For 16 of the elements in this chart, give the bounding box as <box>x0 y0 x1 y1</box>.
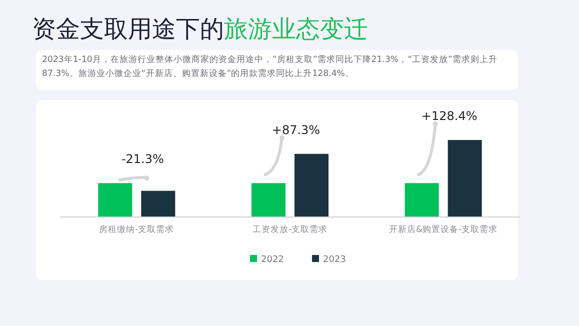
bar <box>141 190 176 217</box>
x-tick-label: 房租缴纳-支取需求 <box>99 224 174 235</box>
bar <box>448 140 482 217</box>
legend-label: 2023 <box>323 255 346 265</box>
bar <box>98 183 132 217</box>
bar <box>404 183 439 217</box>
legend-label: 2022 <box>261 255 284 265</box>
text: +128.4% <box>421 109 478 123</box>
chart-subtitle: 2023年1-10月，在旅游行业整体小微商家的资金用途中，“房租支取”需求同比下降21.3%，“工资发放”需求则上升87.3%。旅游业小微企业“开新店、购置新设备”的用款需求同比上升128.4%。 <box>42 54 498 81</box>
chart-title: 资金支取用途下的旅游业态变迁 <box>32 15 368 43</box>
x-tick-label: 工资发放-支取需求 <box>252 224 328 235</box>
text: +87.3% <box>272 122 320 137</box>
bar <box>252 183 286 217</box>
bar <box>294 154 328 217</box>
x-tick-label: 开新店&购置设备-支取需求 <box>388 224 498 235</box>
annotation: -21.3% <box>121 152 164 166</box>
